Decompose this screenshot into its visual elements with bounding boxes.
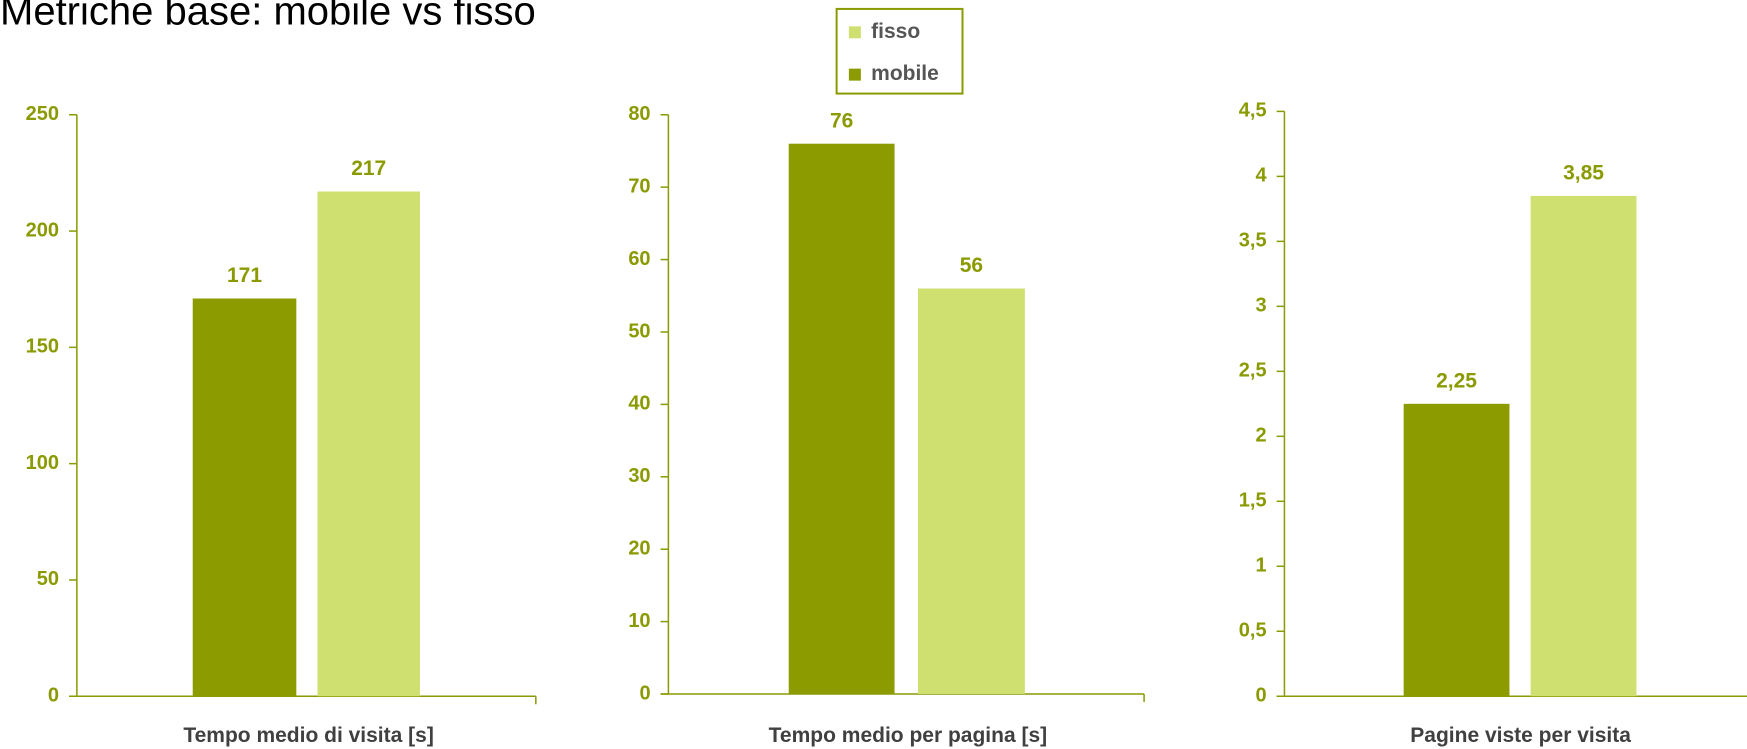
- y-tick-label: 4,5: [1239, 100, 1267, 122]
- bar: [1403, 403, 1510, 697]
- bar: [1530, 195, 1637, 697]
- y-tick-label: 60: [628, 248, 650, 270]
- y-tick-label: 4: [1255, 165, 1267, 187]
- x-category-label: Tempo medio per pagina [s]: [769, 724, 1047, 747]
- bar: [317, 191, 420, 697]
- legend-label: mobile: [871, 62, 939, 85]
- legend-swatch: [848, 68, 861, 81]
- y-tick-label: 200: [26, 219, 59, 241]
- y-tick-label: 10: [628, 610, 650, 632]
- value-label: 3,85: [1563, 161, 1604, 184]
- y-tick-label: 70: [628, 175, 650, 197]
- value-label: 171: [227, 264, 262, 287]
- y-tick-label: 3: [1255, 295, 1266, 317]
- value-label: 217: [351, 157, 386, 180]
- y-tick-label: 30: [628, 465, 650, 487]
- y-tick-label: 50: [37, 568, 59, 590]
- value-label: 56: [960, 254, 983, 277]
- y-tick-label: 250: [26, 103, 59, 125]
- y-tick-label: 1: [1255, 555, 1266, 577]
- x-category-label: Pagine viste per visita: [1410, 724, 1631, 747]
- y-tick-label: 3,5: [1239, 230, 1267, 252]
- y-tick-label: 20: [628, 537, 650, 559]
- y-tick-label: 0: [48, 685, 59, 707]
- bar: [788, 143, 895, 695]
- y-tick-label: 0,5: [1239, 620, 1267, 642]
- y-tick-label: 1,5: [1239, 490, 1267, 512]
- x-category-label: Tempo medio di visita [s]: [183, 724, 433, 747]
- y-tick-label: 0: [639, 682, 650, 704]
- legend-swatch: [848, 26, 861, 39]
- value-label: 76: [830, 109, 853, 132]
- y-tick-label: 2: [1255, 425, 1266, 447]
- y-tick-label: 150: [26, 336, 59, 358]
- y-tick-label: 80: [628, 103, 650, 125]
- y-tick-label: 2,5: [1239, 360, 1267, 382]
- y-tick-label: 100: [26, 452, 59, 474]
- y-tick-label: 0: [1255, 685, 1266, 707]
- value-label: 2,25: [1436, 369, 1477, 392]
- legend-label: fisso: [871, 20, 920, 43]
- y-tick-label: 40: [628, 393, 650, 415]
- bar: [192, 298, 297, 697]
- page-title: Metriche base: mobile vs fisso: [0, 0, 536, 34]
- y-tick-label: 50: [628, 320, 650, 342]
- bar: [917, 288, 1025, 695]
